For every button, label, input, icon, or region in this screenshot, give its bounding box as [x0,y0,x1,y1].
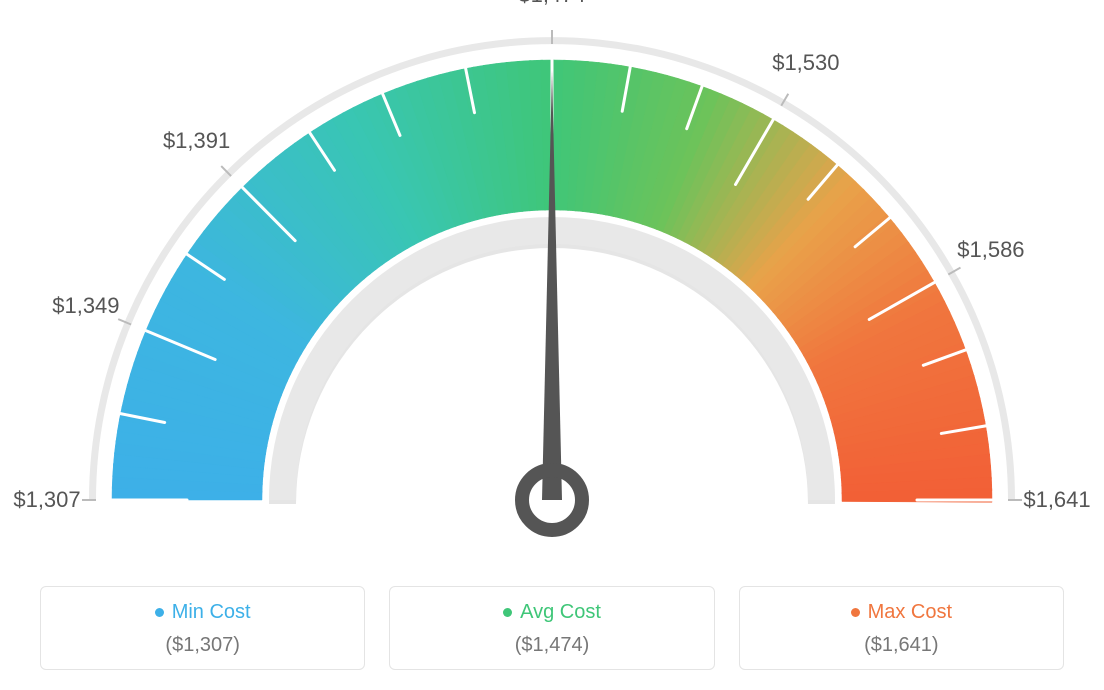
gauge-tick-label: $1,586 [957,237,1024,263]
legend-card-avg: Avg Cost ($1,474) [389,586,714,670]
legend-min-title-row: Min Cost [155,601,251,624]
legend-avg-title-row: Avg Cost [503,601,601,624]
legend-avg-value: ($1,474) [400,634,703,657]
legend-max-dot-icon [851,608,860,617]
legend-max-title: Max Cost [868,601,952,624]
legend-avg-dot-icon [503,608,512,617]
legend-min-value: ($1,307) [51,634,354,657]
legend-max-value: ($1,641) [750,634,1053,657]
gauge-tick-label: $1,391 [163,128,230,154]
legend-min-dot-icon [155,608,164,617]
gauge-tick-label: $1,474 [518,0,585,8]
gauge-tick-label: $1,530 [772,50,839,76]
gauge-svg [0,0,1104,560]
legend-min-title: Min Cost [172,601,251,624]
gauge-tick-label: $1,349 [52,293,119,319]
gauge-tick-label: $1,307 [13,487,80,513]
gauge-tick-label: $1,641 [1023,487,1090,513]
legend-avg-title: Avg Cost [520,601,601,624]
legend-max-title-row: Max Cost [851,601,952,624]
legend-card-max: Max Cost ($1,641) [739,586,1064,670]
legend-card-min: Min Cost ($1,307) [40,586,365,670]
gauge-chart-container: $1,307 $1,349 $1,391 $1,474 $1,530 $1,586 $1,6… [0,0,1104,690]
legend-row: Min Cost ($1,307) Avg Cost ($1,474) Max … [40,586,1064,670]
